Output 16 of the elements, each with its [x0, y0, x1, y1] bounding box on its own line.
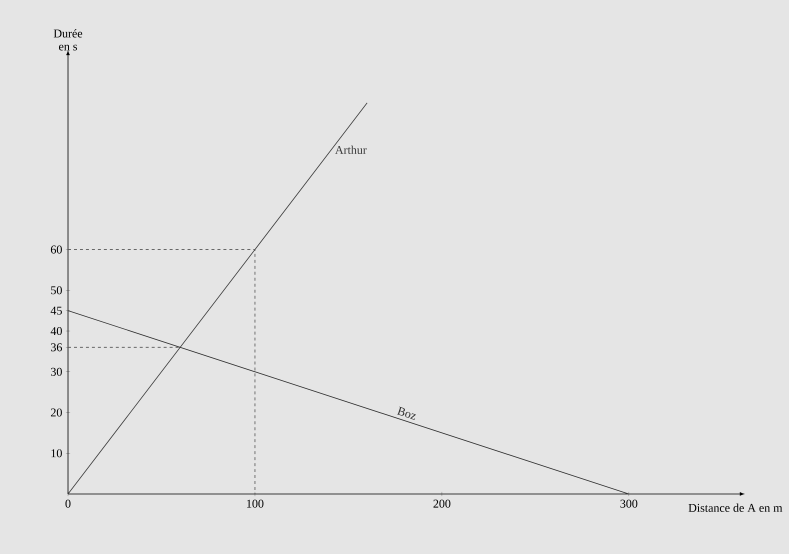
x-tick-label: 300 [620, 500, 638, 508]
y-tick-label: 10 [51, 449, 62, 458]
series-label: Arthur [335, 146, 367, 154]
y-axis-title: Durée en s [54, 29, 82, 50]
x-tick-label: 0 [65, 500, 71, 508]
text: Boz [396, 406, 416, 420]
y-tick-label: 20 [50, 408, 62, 417]
x-axis-title: Distance de A en m [688, 504, 782, 512]
x-tick-label: 100 [247, 500, 264, 508]
y-tick-label: 40 [50, 326, 62, 336]
y-tick-label: 30 [50, 368, 62, 376]
x-tick-label: 200 [433, 500, 450, 508]
y-tick-label: 50 [51, 286, 62, 294]
y-tick-label: 60 [50, 246, 62, 254]
y-tick-label: 36 [50, 343, 62, 352]
y-tick-label: 45 [50, 306, 62, 315]
